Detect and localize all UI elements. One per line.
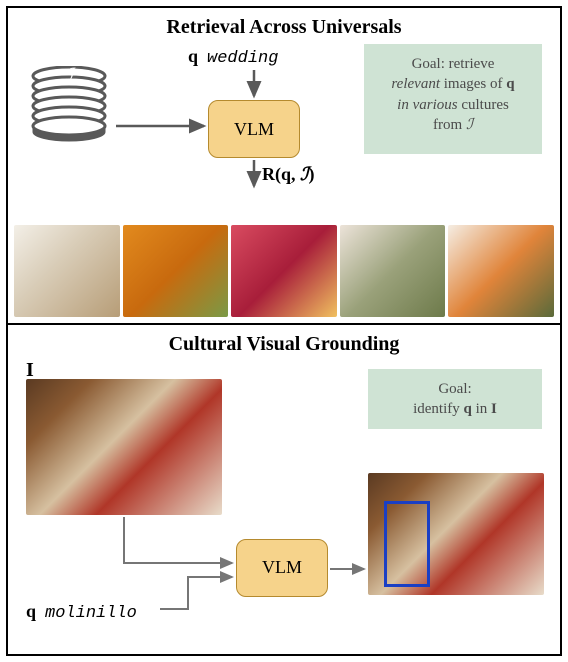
vlm-label: VLM xyxy=(234,119,274,140)
query-value-2: molinillo xyxy=(45,604,137,623)
vlm-label-2: VLM xyxy=(262,557,302,578)
query-value: wedding xyxy=(207,49,278,68)
figure-container: Retrieval Across Universals ℐ q wedding xyxy=(6,6,562,656)
goal-l4a: from xyxy=(433,117,466,133)
vlm-box-top: VLM xyxy=(208,100,300,158)
goal2-I: I xyxy=(491,401,497,417)
goal2-l2b: in xyxy=(472,401,491,417)
goal-q: q xyxy=(506,76,514,92)
input-image xyxy=(26,379,222,515)
goal-l3b: cultures xyxy=(458,97,509,113)
thumb-1 xyxy=(14,225,120,317)
r-prefix: R(q, xyxy=(262,164,300,184)
retrieved-images-strip xyxy=(14,225,554,317)
goal-l2a: images of xyxy=(440,76,506,92)
grounding-bbox xyxy=(384,501,430,587)
goal-relevant: relevant xyxy=(391,76,440,92)
goal2-q: q xyxy=(464,401,472,417)
query-var: q xyxy=(188,46,198,66)
goal2-l1: Goal: xyxy=(438,381,471,397)
goal-l1: Goal: retrieve xyxy=(412,56,495,72)
thumb-2 xyxy=(123,225,229,317)
panel2-title: Cultural Visual Grounding xyxy=(18,333,550,356)
thumb-3 xyxy=(231,225,337,317)
panel-retrieval: Retrieval Across Universals ℐ q wedding xyxy=(8,8,560,325)
goal-box-top: Goal: retrieve relevant images of q in v… xyxy=(364,44,542,154)
I-label: I xyxy=(26,359,34,381)
query-label-bottom: q molinillo xyxy=(26,601,137,623)
query-var-2: q xyxy=(26,601,36,621)
thumb-4 xyxy=(340,225,446,317)
vlm-box-bottom: VLM xyxy=(236,539,328,597)
goal2-l2a: identify xyxy=(413,401,463,417)
goal-box-bottom: Goal: identify q in I xyxy=(368,369,542,429)
thumb-5 xyxy=(448,225,554,317)
result-label: R(q, ℐ) xyxy=(262,164,314,185)
goal-script-i: ℐ xyxy=(466,117,473,133)
r-suffix: ) xyxy=(308,164,314,184)
image-db-icon: ℐ xyxy=(26,66,112,144)
query-label-top: q wedding xyxy=(188,46,278,68)
goal-l3a: in various xyxy=(397,97,457,113)
panel1-title: Retrieval Across Universals xyxy=(18,16,550,39)
panel-grounding: Cultural Visual Grounding I Goal: identi… xyxy=(8,325,560,654)
